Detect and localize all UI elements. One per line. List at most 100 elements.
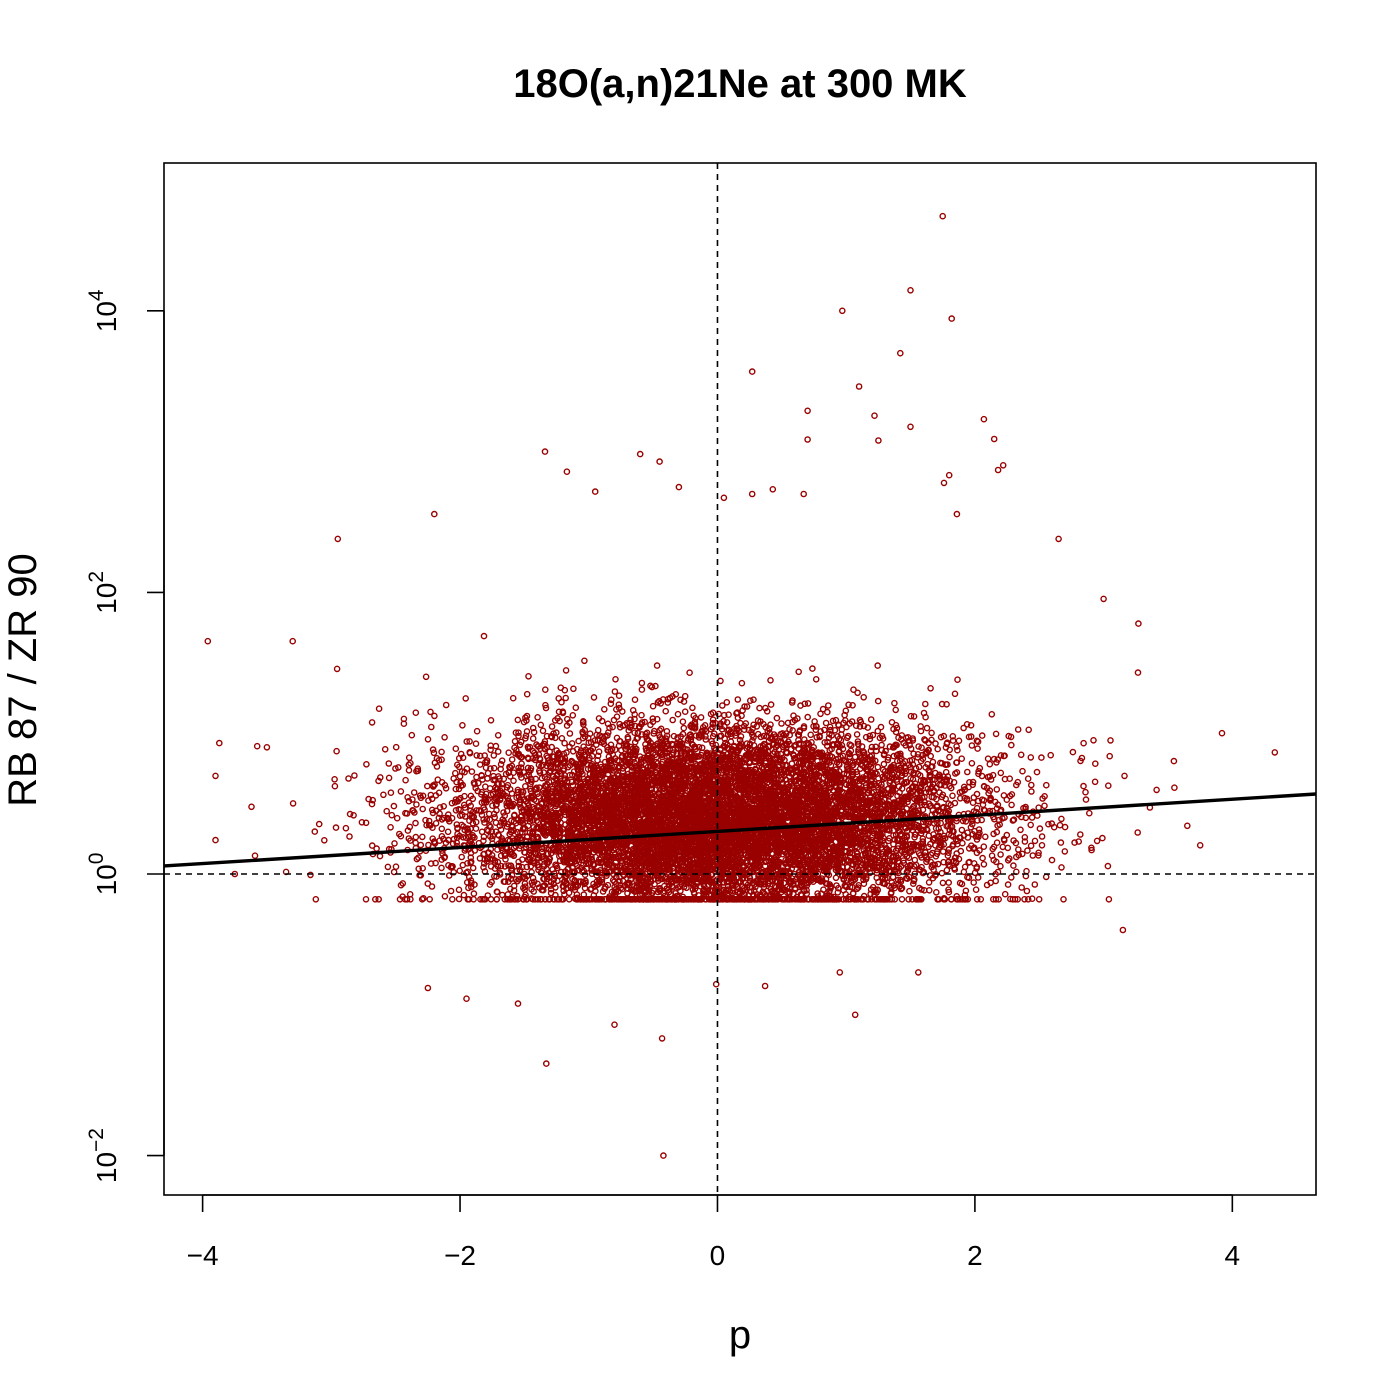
data-point	[898, 896, 906, 903]
data-point	[470, 890, 478, 897]
data-point	[380, 791, 387, 799]
data-point	[438, 864, 445, 872]
data-point	[1075, 838, 1082, 845]
data-point	[452, 745, 460, 753]
data-point	[548, 723, 556, 730]
data-point	[402, 776, 409, 784]
data-point	[363, 761, 370, 768]
data-point	[594, 726, 602, 734]
data-point	[812, 676, 820, 683]
data-point	[420, 895, 427, 902]
data-point	[529, 735, 537, 742]
data-point	[476, 761, 484, 768]
data-point	[1022, 814, 1030, 822]
data-point	[383, 807, 391, 815]
data-point	[438, 825, 446, 833]
data-point	[358, 819, 366, 826]
data-point	[562, 667, 570, 674]
data-point	[997, 862, 1004, 870]
data-point	[976, 764, 984, 772]
data-point	[441, 893, 449, 900]
data-point	[1134, 829, 1141, 836]
data-point	[441, 734, 448, 741]
data-point	[500, 809, 507, 816]
data-point	[868, 743, 876, 751]
data-point	[832, 874, 840, 882]
data-point	[1092, 760, 1099, 768]
data-point	[788, 760, 796, 767]
data-point	[821, 726, 828, 734]
data-point	[933, 889, 940, 896]
chart-title: 18O(a,n)21Ne at 300 MK	[513, 62, 967, 106]
data-point	[767, 677, 774, 684]
data-point	[638, 711, 645, 719]
data-point	[428, 806, 436, 814]
data-point	[1004, 881, 1012, 888]
data-point	[967, 722, 975, 729]
data-point	[385, 760, 393, 767]
data-point	[893, 724, 901, 732]
data-point	[542, 701, 549, 709]
data-point	[419, 792, 427, 800]
data-point	[1082, 788, 1089, 796]
data-point	[1015, 846, 1022, 853]
data-point	[1106, 752, 1113, 760]
data-point	[601, 706, 608, 713]
data-point	[1058, 864, 1065, 871]
data-point	[974, 874, 982, 881]
data-point	[491, 814, 499, 821]
data-point	[669, 716, 677, 724]
data-point	[492, 742, 500, 750]
data-point	[392, 743, 400, 751]
data-point	[522, 783, 529, 790]
data-point	[368, 719, 376, 726]
data-point	[472, 825, 480, 832]
plot-frame	[163, 162, 1317, 1196]
data-point	[331, 776, 338, 783]
data-point	[415, 854, 422, 862]
data-point	[1088, 844, 1095, 852]
data-point	[674, 710, 682, 718]
data-point	[1061, 848, 1069, 855]
data-point	[508, 756, 516, 763]
data-point	[995, 816, 1003, 824]
data-point	[1057, 839, 1065, 846]
data-point	[921, 736, 928, 743]
data-point	[968, 760, 976, 767]
data-point	[412, 839, 419, 847]
data-point	[795, 668, 803, 676]
data-point	[1028, 781, 1035, 789]
data-point	[906, 887, 913, 895]
data-point	[1024, 847, 1031, 854]
data-point	[1088, 846, 1095, 854]
data-point	[580, 721, 587, 728]
data-point	[852, 722, 860, 730]
data-point	[332, 824, 340, 831]
data-point	[960, 868, 968, 876]
data-point	[1008, 741, 1015, 749]
data-point	[333, 665, 341, 673]
data-point	[460, 891, 468, 899]
data-point	[825, 702, 832, 709]
data-point	[945, 861, 952, 869]
data-point	[412, 833, 420, 841]
data-point	[427, 708, 434, 716]
data-point	[613, 713, 621, 721]
data-point	[905, 896, 912, 903]
data-point	[455, 895, 463, 903]
data-point	[1048, 856, 1056, 864]
data-point	[397, 788, 405, 795]
data-point	[419, 805, 427, 813]
data-point	[680, 724, 688, 732]
data-point	[997, 752, 1005, 759]
data-point	[612, 676, 619, 683]
data-point	[333, 747, 340, 755]
data-point	[638, 679, 646, 687]
data-point	[1170, 757, 1178, 765]
data-point	[984, 755, 992, 763]
data-point	[946, 753, 953, 761]
data-point	[686, 669, 693, 677]
data-point	[789, 727, 797, 734]
data-point	[890, 752, 898, 760]
data-point	[415, 865, 423, 873]
